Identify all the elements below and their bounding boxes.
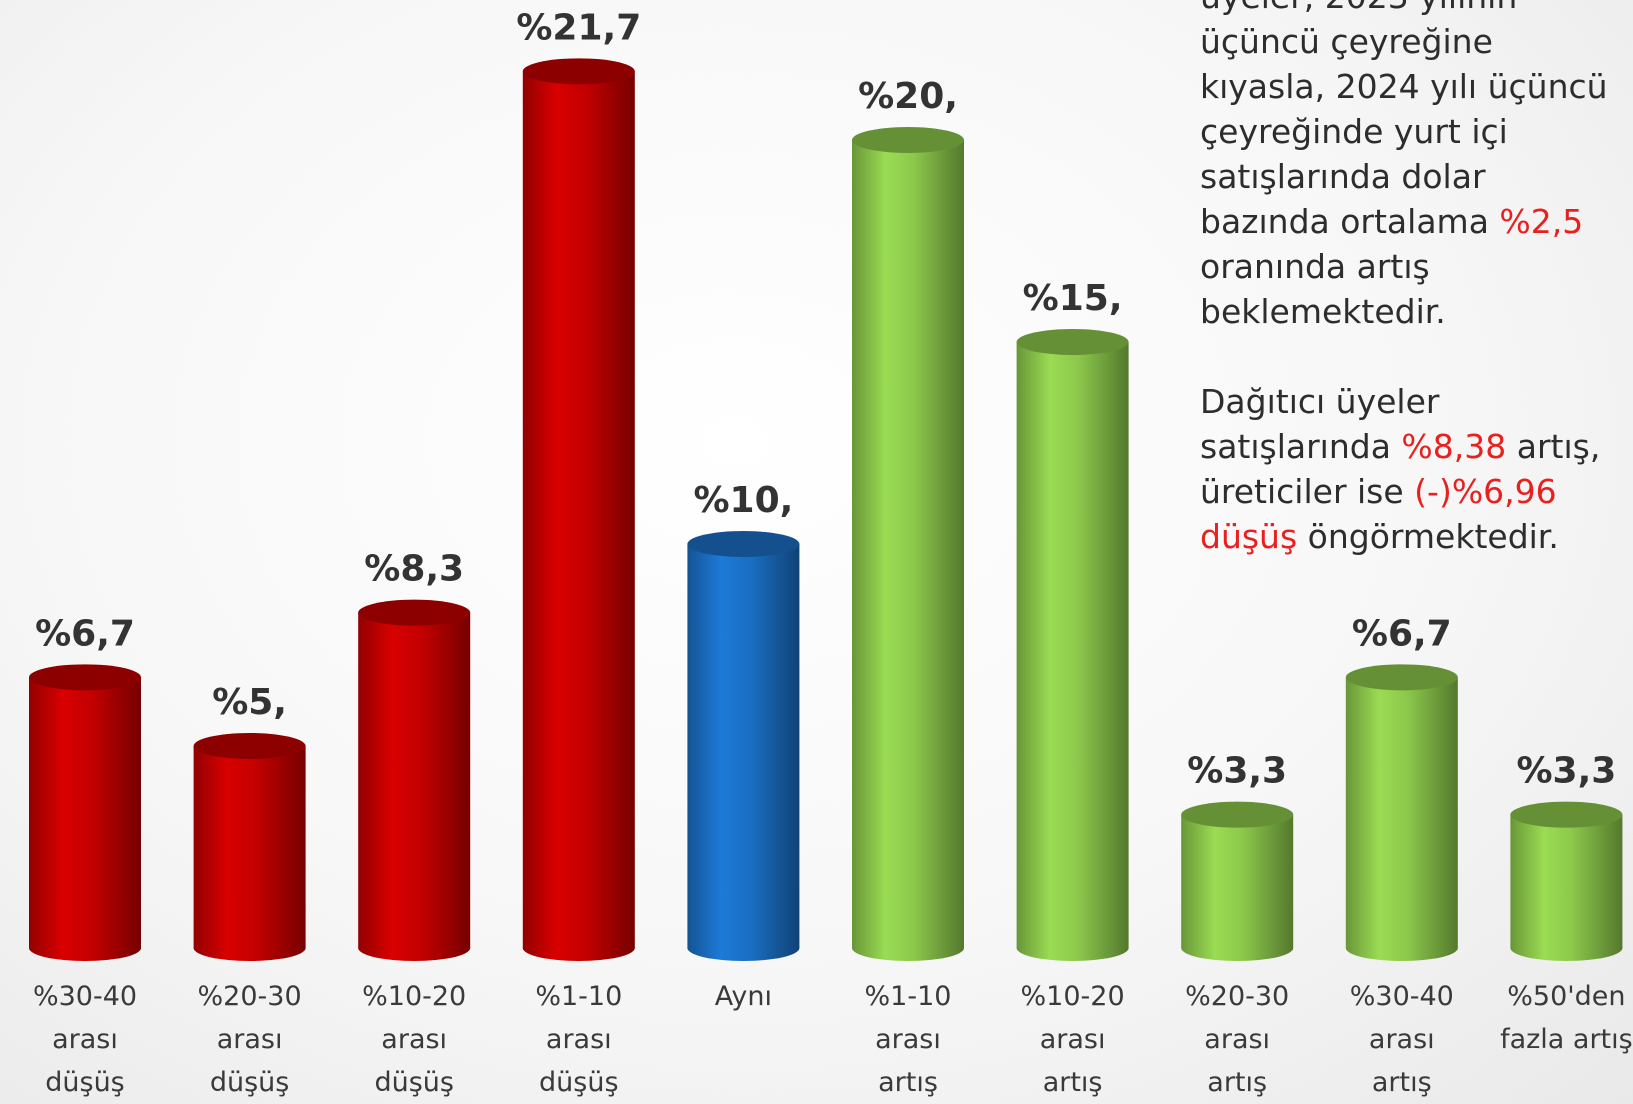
bar-top [193, 733, 306, 759]
x-tick-label: %20-30 arası artış [1185, 981, 1290, 1098]
value-label: %21,7 [516, 7, 641, 48]
x-tick-label: %10-20 arası düşüş [362, 981, 467, 1098]
annotation-paragraph: üyeler, 2023 yılının üçüncü çeyreğine kı… [1200, 0, 1633, 334]
annotation: üyeler, 2023 yılının üçüncü çeyreğine kı… [1200, 0, 1633, 604]
value-label: %5, [212, 682, 287, 723]
value-label: %3,3 [1187, 751, 1287, 792]
bar-top [358, 599, 471, 626]
value-label: %3,3 [1516, 751, 1616, 792]
bar-body [193, 746, 306, 948]
text: artış, üreticiler ise [1200, 427, 1601, 511]
text: Dağıtıcı üyeler satışlarında [1200, 382, 1440, 466]
bar [522, 58, 635, 961]
bar-top [1345, 664, 1458, 691]
bar-body [1510, 814, 1623, 948]
value-label: %6,7 [35, 613, 135, 654]
bar-top [687, 531, 800, 557]
bar-body [358, 612, 471, 948]
value-label: %6,7 [1352, 613, 1452, 654]
text: öngörmektedir. [1297, 517, 1559, 556]
bar-body [852, 140, 964, 948]
x-tick-label: %30-40 arası düşüş [32, 981, 138, 1098]
bar [687, 531, 800, 961]
highlight: %8,38 [1401, 427, 1507, 466]
x-tick-label: Aynı [714, 981, 772, 1012]
x-tick-label: %50'den fazla artış [1500, 981, 1633, 1055]
bar-top [1016, 329, 1129, 355]
value-label: %15, [1023, 278, 1123, 319]
bar-top [522, 58, 635, 85]
bar-body [1181, 814, 1294, 948]
text: üyeler, 2023 yılının üçüncü çeyreğine kı… [1200, 0, 1608, 241]
bar [193, 733, 306, 961]
bar [29, 664, 141, 961]
bar-body [1345, 677, 1458, 948]
value-label: %20, [858, 76, 958, 117]
highlight: %2,5 [1499, 202, 1584, 241]
bar [852, 127, 964, 961]
bar [358, 599, 471, 961]
text: oranında artış beklemektedir. [1200, 247, 1446, 331]
annotation-paragraph: Dağıtıcı üyeler satışlarında %8,38 artış… [1200, 379, 1633, 559]
x-tick-label: %1-10 arası artış [864, 981, 952, 1098]
bar [1016, 329, 1129, 961]
value-label: %10, [693, 480, 793, 521]
x-tick-label: %10-20 arası artış [1020, 981, 1125, 1098]
bar-top [1510, 801, 1623, 828]
value-label: %8,3 [364, 549, 464, 590]
x-tick-label: %20-30 arası düşüş [197, 981, 302, 1098]
bar-top [852, 127, 964, 153]
bar-top [1181, 801, 1294, 828]
bar-body [1016, 342, 1129, 948]
bar [1345, 664, 1458, 961]
bar-top [29, 664, 141, 691]
highlight: (-)%6,96 düşüş [1200, 472, 1557, 556]
bar [1510, 801, 1623, 961]
x-tick-label: %1-10 arası düşüş [535, 981, 623, 1098]
bar [1181, 801, 1294, 961]
bar-body [687, 544, 800, 948]
x-tick-label: %30-40 arası artış [1349, 981, 1454, 1098]
bar-body [29, 677, 141, 948]
bar-body [522, 71, 635, 948]
